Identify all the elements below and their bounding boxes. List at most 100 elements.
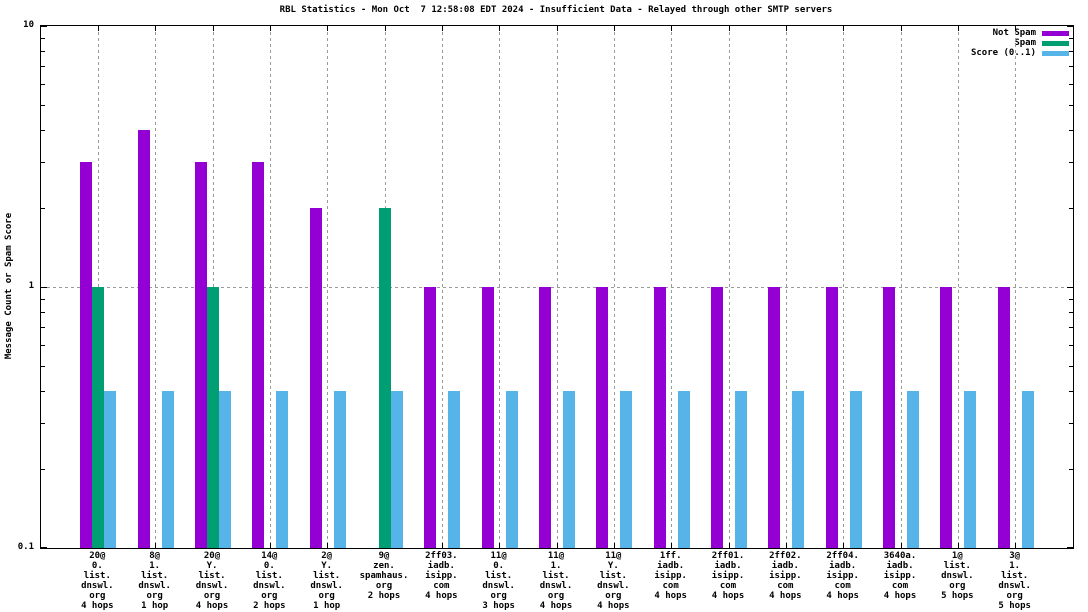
x-tick (785, 543, 787, 548)
y-major-tick (41, 547, 47, 548)
x-tick-label: 11@ Y. list. dnswl. org 4 hops (597, 551, 630, 611)
y-minor-tick (1069, 51, 1073, 53)
x-tick (843, 26, 845, 31)
bar-not-spam (653, 287, 666, 548)
x-tick (1015, 26, 1017, 31)
bar-not-spam (825, 287, 838, 548)
x-tick (327, 26, 329, 31)
chart-title: RBL Statistics - Mon Oct 7 12:58:08 EDT … (279, 5, 833, 15)
y-tick-label: 10 (23, 20, 34, 30)
bar-not-spam (940, 287, 953, 548)
x-tick-label: 2@ Y. list. dnswl. org 1 hop (310, 551, 343, 611)
y-tick-label: 1 (28, 281, 34, 291)
x-tick-label: 1@ list. dnswl. org 5 hops (941, 551, 974, 601)
y-minor-tick (1069, 208, 1073, 210)
x-tick (728, 543, 730, 548)
y-minor-tick (41, 298, 45, 300)
y-minor-tick (1069, 66, 1073, 68)
x-tick (1015, 543, 1017, 548)
bar-not-spam (768, 287, 781, 548)
x-tick-label: 2ff02. iadb. isipp. com 4 hops (769, 551, 802, 601)
y-minor-tick (41, 344, 45, 346)
y-minor-tick (1069, 129, 1073, 131)
bar-score-0-1 (391, 390, 403, 548)
y-minor-tick (41, 51, 45, 53)
y-tick-label: 0.1 (17, 542, 34, 552)
legend-label: Not Spam (992, 28, 1036, 38)
x-axis-tick-labels: 20@ 0. list. dnswl. org 4 hops 8@ 1. list… (0, 551, 1088, 612)
x-tick (671, 543, 673, 548)
bar-not-spam (80, 162, 93, 548)
x-tick (441, 26, 443, 31)
bar-score-0-1 (964, 390, 977, 548)
x-tick (728, 26, 730, 31)
y-minor-tick (41, 83, 45, 85)
y-minor-tick (1069, 162, 1073, 164)
bar-not-spam (137, 129, 150, 548)
y-minor-tick (1069, 37, 1073, 39)
y-minor-tick (41, 365, 45, 367)
x-tick (499, 26, 501, 31)
bar-spam (379, 208, 391, 548)
x-tick (155, 543, 157, 548)
x-tick (900, 26, 902, 31)
bar-not-spam (424, 287, 437, 548)
x-tick-label: 20@ Y. list. dnswl. org 4 hops (195, 551, 229, 611)
y-major-tick (41, 287, 47, 288)
x-tick (957, 26, 959, 31)
legend-entry: Not Spam (971, 28, 1069, 38)
bar-score-0-1 (505, 390, 518, 548)
y-minor-tick (1069, 469, 1073, 471)
bar-not-spam (596, 287, 609, 548)
legend-swatch (1042, 40, 1069, 46)
bar-score-0-1 (792, 390, 805, 548)
bar-score-0-1 (907, 390, 919, 548)
y-minor-tick (1069, 344, 1073, 346)
h-gridline-1 (41, 286, 1073, 288)
y-minor-tick (1069, 298, 1073, 300)
bar-score-0-1 (1021, 390, 1034, 548)
bar-spam (207, 287, 219, 548)
y-minor-tick (41, 162, 45, 164)
y-minor-tick (41, 66, 45, 68)
bar-not-spam (309, 208, 322, 548)
y-minor-tick (1069, 390, 1073, 392)
y-minor-tick (41, 390, 45, 392)
y-minor-tick (1069, 423, 1073, 425)
x-tick-label: 14@ 0. list. dnswl. org 2 hops (253, 551, 286, 611)
legend-swatch (1042, 50, 1069, 56)
x-tick-label: 2ff01. iadb. isipp. com 4 hops (711, 551, 745, 601)
bar-not-spam (195, 162, 207, 548)
x-tick-label: 9@ zen. spamhaus. org 2 hops (359, 551, 409, 601)
legend-entry: Spam (971, 38, 1069, 48)
bar-not-spam (539, 287, 551, 548)
y-minor-tick (41, 37, 45, 39)
y-minor-tick (1069, 327, 1073, 329)
bar-score-0-1 (219, 390, 231, 548)
y-minor-tick (41, 312, 45, 314)
bar-score-0-1 (735, 390, 747, 548)
x-tick (613, 543, 615, 548)
bar-score-0-1 (161, 390, 174, 548)
legend-swatch (1042, 30, 1069, 36)
x-tick-label: 11@ 1. list. dnswl. org 4 hops (539, 551, 573, 611)
y-minor-tick (1069, 312, 1073, 314)
bar-score-0-1 (849, 390, 862, 548)
x-tick-label: 2ff04. iadb. isipp. com 4 hops (826, 551, 859, 601)
bar-not-spam (997, 287, 1010, 548)
x-tick (843, 543, 845, 548)
x-tick (269, 26, 271, 31)
x-tick (155, 26, 157, 31)
x-tick-label: 3@ 1. list. dnswl. org 5 hops (998, 551, 1031, 611)
bar-spam (92, 287, 105, 548)
x-tick-label: 2ff03. iadb. isipp. com 4 hops (425, 551, 458, 601)
bar-score-0-1 (620, 390, 633, 548)
y-minor-tick (41, 129, 45, 131)
x-tick-label: 3640a. iadb. isipp. com 4 hops (883, 551, 917, 601)
x-tick (556, 26, 558, 31)
x-tick-label: 8@ 1. list. dnswl. org 1 hop (138, 551, 171, 611)
y-minor-tick (41, 423, 45, 425)
y-minor-tick (41, 104, 45, 106)
bar-not-spam (252, 162, 265, 548)
